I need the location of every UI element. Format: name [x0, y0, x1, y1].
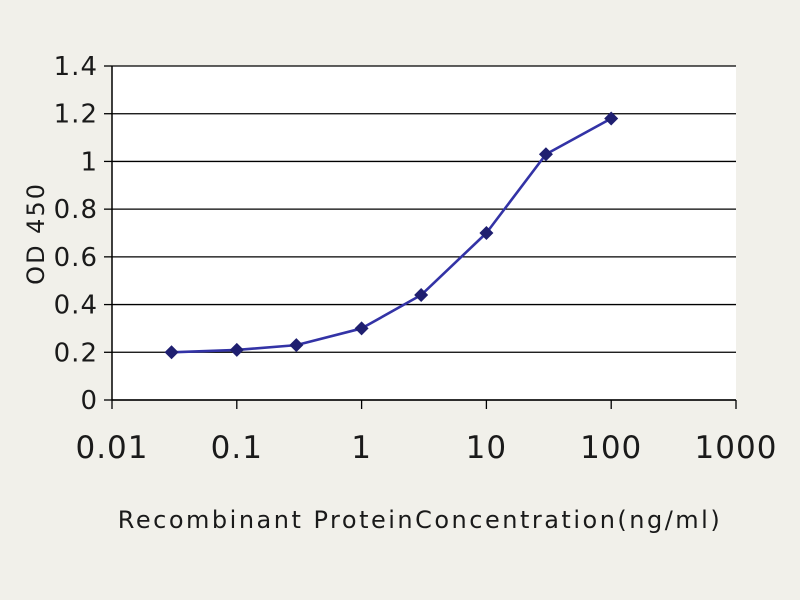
y-tick-label: 0.8 — [54, 195, 98, 225]
series-line — [171, 117, 612, 354]
x-tick-label: 1000 — [695, 430, 778, 466]
data-point-marker — [289, 338, 304, 353]
y-tick-label: 1.2 — [54, 100, 98, 130]
data-point-marker — [604, 111, 619, 126]
data-point-marker — [354, 321, 369, 336]
data-point-marker — [479, 226, 494, 240]
data-point-marker — [164, 345, 179, 360]
x-tick-label: 10 — [466, 430, 507, 466]
x-tick-label: 0.01 — [75, 430, 148, 466]
x-tick-label: 0.1 — [211, 430, 263, 466]
y-tick-label: 0.2 — [54, 338, 98, 368]
y-tick-label: 0.4 — [54, 291, 98, 321]
plot-area — [112, 66, 736, 400]
data-point-marker — [538, 147, 553, 162]
x-tick-label: 1 — [351, 430, 372, 466]
y-tick-label: 0.6 — [54, 243, 98, 273]
y-tick-label: 0 — [80, 386, 98, 416]
y-tick-label: 1.4 — [54, 52, 98, 82]
data-point-marker — [229, 342, 244, 357]
data-point-marker — [414, 288, 429, 303]
x-tick-label: 100 — [580, 430, 642, 466]
y-tick-label: 1 — [80, 147, 98, 177]
